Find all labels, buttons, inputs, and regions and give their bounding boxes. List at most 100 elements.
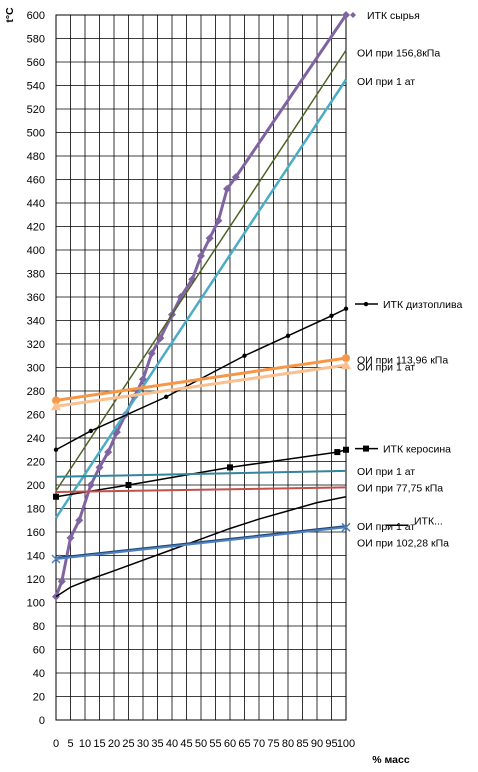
series-line [55,486,347,494]
x-tick-label: 45 [180,738,192,750]
legend-entry: ОИ при 1 ат [357,521,415,533]
y-tick-label: 600 [27,10,45,22]
data-point [242,353,247,358]
x-tick-label: 5 [67,738,73,750]
data-point [66,533,75,542]
series-2 [54,78,348,519]
data-point [285,333,291,338]
data-point [223,184,232,193]
data-point [231,173,240,182]
y-tick-label: 140 [27,551,45,563]
y-tick-label: 100 [27,598,45,610]
x-tick-label: 10 [79,738,91,750]
data-point [214,216,223,225]
x-tick-label: 15 [93,738,105,750]
grid [55,14,347,721]
data-point [343,306,349,311]
y-tick-label: 400 [27,245,45,257]
y-tick-label: 160 [27,527,45,539]
legend-label: ОИ при 1 ат [357,466,415,478]
data-point [363,301,369,307]
data-point [334,449,341,456]
y-tick-label: 80 [33,621,45,633]
data-point [343,446,349,453]
y-tick-label: 360 [27,292,45,304]
legend-entry: ОИ при 77,75 кПа [357,482,443,494]
data-point [197,251,205,260]
y-tick-label: 500 [27,128,45,140]
x-tick-label: 20 [108,738,120,750]
data-point [51,554,61,564]
data-point [51,401,61,411]
y-tick-label: 180 [27,504,45,516]
series-line [55,356,347,402]
legend-label: ОИ при 77,75 кПа [357,482,443,494]
legend-entry: ОИ при 1 ат [357,76,415,88]
series-line [55,526,347,561]
x-tick-label: 85 [296,738,308,750]
legend-label: ОИ при 156,8кПа [357,48,440,60]
legend-entry: ИТК... [386,515,443,527]
data-point [164,394,169,400]
data-point [95,463,104,472]
y-tick-label: 340 [27,316,45,328]
data-point [53,447,59,452]
y-tick-label: 260 [27,410,45,422]
series-line [54,14,348,598]
legend-label: ИТК... [414,515,443,527]
y-tick-label: 300 [27,363,45,375]
legend-entry: ИТК керосина [355,444,451,456]
legend-label: ИТК сырья [367,10,420,22]
x-tick-label: 40 [166,738,178,750]
y-tick-label: 460 [27,175,45,187]
x-tick-label: 90 [311,738,323,750]
y-tick-label: 280 [27,386,45,398]
legend-label: ИТК керосина [383,444,451,456]
y-tick-label: 440 [27,198,45,210]
x-tick-label: 25 [122,738,134,750]
x-tick-labels: 0 5 10 15 20 25 30 35 40 45 50 55 60 65 70 75 80 85 90 95 10… [53,738,355,750]
legend-entry: ОИ при 1 ат [357,466,415,478]
y-tick-label: 560 [27,57,45,69]
data-point [57,577,66,586]
data-point [88,428,94,434]
series-5 [51,360,351,411]
x-tick-label: 80 [282,738,294,750]
x-tick-label: 100 [337,738,355,750]
y-tick-label: 580 [27,34,45,46]
series-4 [52,354,350,405]
data-point [147,349,156,358]
series-8 [55,486,347,494]
x-tick-label: 95 [325,738,337,750]
y-axis-label: t°C [4,7,16,23]
y-tick-label: 320 [27,339,45,351]
data-point [86,481,95,489]
x-tick-label: 65 [238,738,250,750]
y-tick-label: 60 [33,645,45,657]
data-point [341,522,351,532]
y-tick-label: 540 [27,81,45,93]
legend-label: ОИ при 102,28 кПа [357,538,449,550]
series-line [55,525,347,559]
data-point [104,448,113,457]
legend-label: ОИ при 1 ат [357,521,415,533]
x-axis-label: % масс [372,754,410,766]
series-line [55,363,347,408]
data-point [227,464,233,471]
x-tick-label: 35 [151,738,163,750]
legend-entry: ОИ при 156,8кПа [357,48,440,60]
x-tick-label: 60 [224,738,236,750]
data-point [205,234,214,243]
legend-label: ОИ при 1 ат [357,76,415,88]
series-line [54,78,348,519]
legend-label: ОИ при 113,96 кПа [357,354,448,366]
data-point [363,445,369,452]
series-3 [53,306,349,452]
data-point [329,313,334,318]
legend: ИТК сырья ОИ при 156,8кПа ОИ при 1 ат ИТК д… [350,10,462,550]
data-point [342,11,350,19]
y-tick-label: 40 [33,668,45,680]
series-line [55,49,347,492]
